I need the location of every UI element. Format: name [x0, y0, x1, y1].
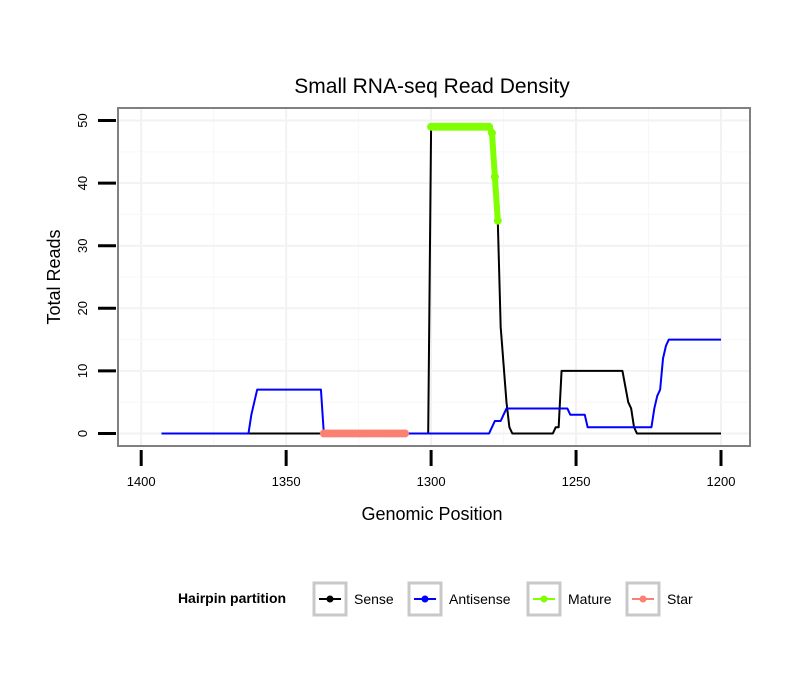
data-point-mature — [487, 129, 496, 138]
x-axis: 1400 1350 1300 1250 1200 — [127, 450, 736, 489]
x-tick-label: 1200 — [707, 474, 736, 489]
legend-item-star: Star — [625, 581, 693, 617]
grid — [118, 108, 750, 446]
legend-item-antisense: Antisense — [407, 581, 511, 617]
legend: Hairpin partition Sense Antisense Mature St… — [178, 581, 693, 617]
plot-border — [117, 107, 751, 447]
data-point-mature — [485, 122, 494, 131]
y-tick-label: 10 — [75, 364, 90, 378]
series-line-antisense — [161, 338, 722, 435]
x-tick-label: 1250 — [562, 474, 591, 489]
x-tick-label: 1400 — [127, 474, 156, 489]
x-tick-label: 1300 — [417, 474, 446, 489]
y-tick-label: 20 — [75, 301, 90, 315]
legend-title: Hairpin partition — [178, 590, 286, 606]
chart-title: Small RNA-seq Read Density — [294, 75, 570, 98]
y-tick-label: 40 — [75, 176, 90, 190]
series-line-mature — [428, 123, 501, 224]
legend-label-mature: Mature — [568, 591, 612, 607]
legend-key-point-star — [639, 595, 647, 603]
y-axis-title: Total Reads — [44, 229, 64, 324]
x-tick-label: 1350 — [272, 474, 301, 489]
data-point-mature — [490, 172, 499, 181]
data-point-star — [401, 429, 410, 438]
y-tick-label: 30 — [75, 238, 90, 252]
y-tick-label: 0 — [75, 430, 90, 437]
legend-item-sense: Sense — [312, 581, 394, 617]
series-line-sense — [161, 125, 722, 435]
legend-key-point-antisense — [421, 595, 429, 603]
legend-label-antisense: Antisense — [449, 591, 511, 607]
x-axis-title: Genomic Position — [361, 504, 502, 524]
series-layer — [161, 122, 722, 438]
legend-label-sense: Sense — [354, 591, 394, 607]
y-tick-label: 50 — [75, 113, 90, 127]
data-point-mature — [493, 216, 502, 225]
y-axis: 0 10 20 30 40 50 — [75, 113, 116, 437]
legend-key-point-mature — [540, 595, 548, 603]
legend-item-mature: Mature — [526, 581, 612, 617]
legend-key-point-sense — [326, 595, 334, 603]
legend-label-star: Star — [667, 591, 693, 607]
